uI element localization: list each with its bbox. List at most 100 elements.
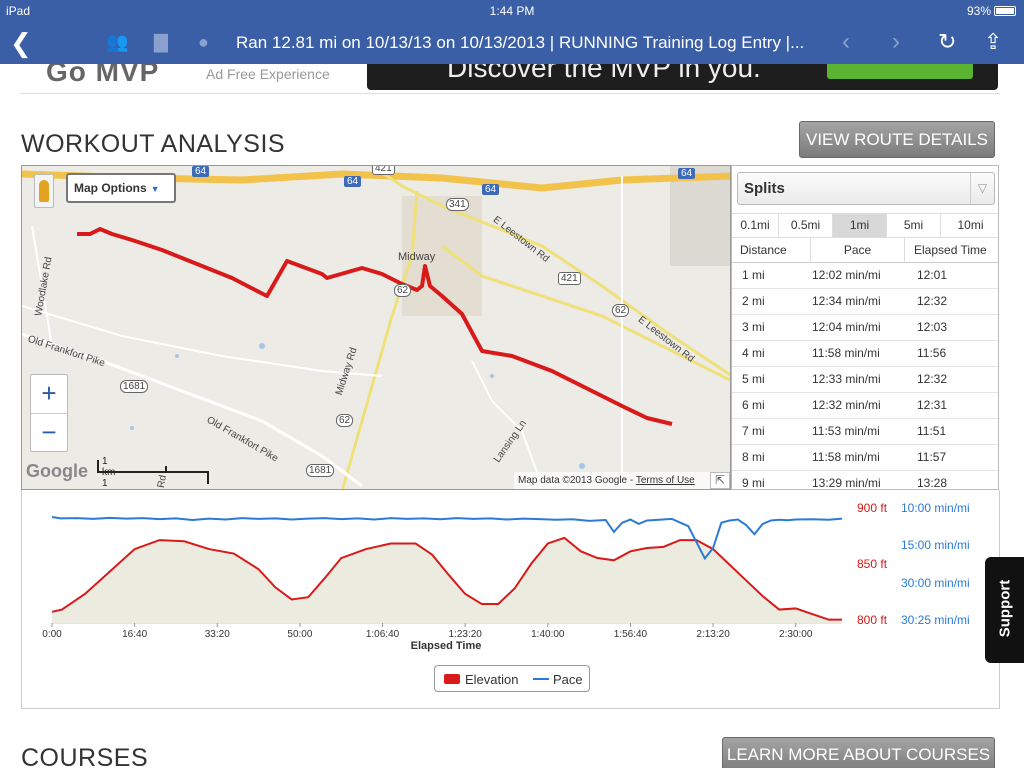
map-road-lane [471,360,543,487]
split-pace: 11:58 min/mi [812,346,880,360]
chart-legend: Elevation Pace [434,665,590,692]
tab-1mi[interactable]: 1mi [833,214,887,237]
battery-icon [994,6,1016,16]
split-elapsed: 12:32 [917,372,948,386]
split-elapsed: 11:57 [917,450,947,464]
friends-icon[interactable]: 👥 [106,32,129,52]
scale-mi: 1 mi [102,478,108,489]
elevation-axis-label: 800 ft [857,613,888,627]
split-pace: 13:29 min/mi [812,476,881,490]
map-shield-421-b: 421 [558,272,581,285]
splits-row: 9 mi 13:29 min/mi 13:28 [732,471,998,490]
map-pond [259,343,265,349]
tab-0-1mi[interactable]: 0.1mi [732,214,779,237]
learn-more-courses-button[interactable]: LEARN MORE ABOUT COURSES [722,737,995,768]
map-shield-1681-a: 1681 [120,380,149,393]
split-elapsed: 12:32 [917,294,948,308]
split-distance: 4 mi [742,346,765,360]
x-tick-label: 2:30:00 [779,629,813,640]
split-pace: 12:02 min/mi [812,268,881,282]
split-pace: 12:33 min/mi [812,372,881,386]
ad-learn-more-button[interactable] [827,64,973,79]
chevron-down-icon: ▽ [970,173,994,204]
x-tick-label: 16:40 [122,629,147,640]
legend-label-elevation[interactable]: Elevation [465,672,519,687]
scale-km: 1 km [102,456,116,478]
split-distance: 5 mi [742,372,765,386]
split-distance: 3 mi [742,320,765,334]
splits-select[interactable]: Splits ▽ [737,172,995,205]
split-distance-tabs: 0.1mi 0.5mi 1mi 5mi 10mi [732,213,998,238]
map-road-woodlake [31,225,53,347]
pace-axis-label: 15:00 min/mi [901,538,970,552]
route-map[interactable]: Midway E Leestown Rd E Leestown Rd Old F… [21,165,731,490]
zoom-out-button[interactable]: − [31,413,67,451]
ad-free-label: Ad Free Experience [206,66,330,82]
map-shield-i64-a: 64 [192,166,210,177]
elevation-line [51,536,842,621]
splits-table-header: Distance Pace Elapsed Time [732,238,998,263]
split-pace: 12:32 min/mi [812,398,881,412]
device-label: iPad [6,4,31,18]
x-tick-label: 50:00 [287,629,312,640]
back-icon[interactable]: ❮ [10,28,32,58]
legend-label-pace[interactable]: Pace [553,672,583,687]
expand-map-icon[interactable]: ⇱ [710,472,730,489]
ad-dark-panel: Discover the MVP in you. [367,64,998,90]
status-time: 1:44 PM [489,4,535,18]
splits-row: 2 mi 12:34 min/mi 12:32 [732,289,998,315]
x-tick-label: 1:40:00 [531,629,565,640]
splits-row: 4 mi 11:58 min/mi 11:56 [732,341,998,367]
support-label: Support [996,579,1014,638]
share-icon[interactable]: ⇪ [984,29,1003,54]
google-logo[interactable]: Google [26,461,88,481]
split-distance: 9 mi [742,476,765,490]
zoom-in-button[interactable]: + [41,378,57,408]
prev-icon[interactable]: ‹ [842,28,850,55]
reload-icon[interactable]: ↻ [938,29,957,54]
map-shield-341: 341 [446,198,469,211]
support-tab[interactable]: Support [985,557,1024,663]
x-tick-label: 1:23:20 [448,629,482,640]
splits-row: 7 mi 11:53 min/mi 11:51 [732,419,998,445]
view-route-details-button[interactable]: VIEW ROUTE DETAILS [799,121,995,158]
next-icon[interactable]: › [892,28,900,55]
battery-percent: 93% [966,4,991,18]
map-road-e-leestown [441,244,730,382]
map-road-minor [22,305,383,377]
map-shield-62-b: 62 [612,304,630,317]
map-pond [579,463,585,469]
tab-0-5mi[interactable]: 0.5mi [779,214,833,237]
map-road-old-frankfort [22,332,363,488]
splits-select-value: Splits [744,180,785,197]
map-options-dropdown[interactable]: Map Options ▼ [66,173,176,203]
splits-row: 5 mi 12:33 min/mi 12:32 [732,367,998,393]
ad-headline: Discover the MVP in you. [447,64,761,83]
pace-axis-label: 30:25 min/mi [901,613,970,627]
street-view-pegman-icon[interactable] [34,174,54,208]
x-tick-label: 33:20 [205,629,230,640]
ad-banner[interactable]: Go MVP Ad Free Experience Discover the M… [20,64,1000,94]
terms-of-use-link[interactable]: Terms of Use [635,475,695,486]
split-elapsed: 11:51 [917,424,947,438]
split-distance: 1 mi [742,268,765,282]
workout-analysis-title: WORKOUT ANALYSIS [21,130,286,158]
legend-swatch-elevation [444,674,460,684]
pace-axis-label: 30:00 min/mi [901,576,970,590]
caret-down-icon: ▼ [150,184,160,194]
map-attribution-text: Map data ©2013 Google - [518,475,636,486]
splits-panel: Splits ▽ 0.1mi 0.5mi 1mi 5mi 10mi Distan… [731,165,999,490]
scale-bar [97,460,209,484]
page-title: Ran 12.81 mi on 10/13/13 on 10/13/2013 |… [236,33,805,52]
nav-bar: ❮ 👥 ▇ ● Ran 12.81 mi on 10/13/13 on 10/1… [0,22,1024,64]
go-mvp-logo: Go MVP [46,64,160,87]
map-pond [130,426,134,430]
tab-10mi[interactable]: 10mi [957,218,984,232]
comment-icon[interactable]: ▇ [154,32,168,52]
battery-status: 93% [967,4,1016,18]
legend-swatch-pace [533,678,549,680]
globe-icon[interactable]: ● [198,32,209,52]
map-shield-i64-b: 64 [344,176,362,187]
tab-5mi[interactable]: 5mi [887,214,941,237]
zoom-control: + − [30,374,68,452]
